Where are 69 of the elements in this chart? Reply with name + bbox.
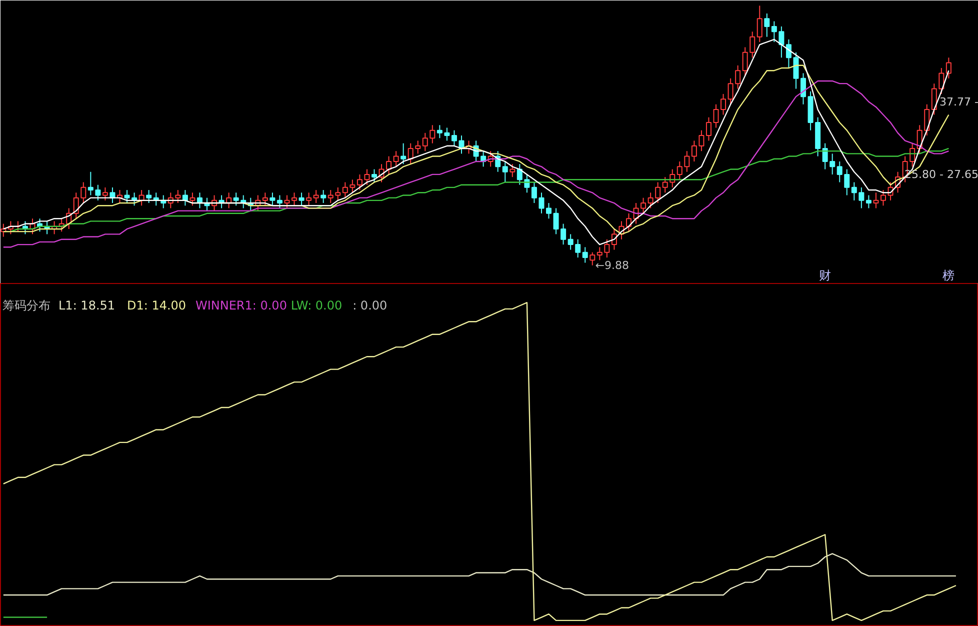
- candlestick: [284, 194, 290, 209]
- candlestick: [146, 190, 152, 204]
- candlestick: [568, 234, 574, 250]
- candlestick: [800, 72, 806, 105]
- candlestick: [356, 174, 362, 191]
- candlestick: [880, 190, 886, 206]
- candlestick: [342, 182, 348, 198]
- annotation: ←9.88: [595, 258, 630, 272]
- candlestick: [422, 132, 428, 152]
- candlestick: [626, 212, 632, 232]
- candlestick: [444, 127, 450, 142]
- annotation: : 0.00: [352, 298, 388, 312]
- candlestick: [350, 179, 356, 194]
- candlestick: [298, 192, 304, 206]
- candlestick: [320, 190, 326, 204]
- candlestick: [756, 5, 762, 43]
- candlestick: [560, 223, 566, 246]
- text: 榜: [942, 268, 955, 283]
- legend-label: WINNER1: 0.00: [195, 298, 287, 312]
- candlestick: [866, 194, 872, 209]
- candlestick: [233, 192, 239, 206]
- candlestick: [531, 182, 537, 204]
- candlestick: [538, 192, 544, 214]
- annotation: 37.77 -: [940, 95, 978, 108]
- candlestick: [95, 184, 101, 201]
- candlestick: [836, 160, 842, 183]
- candlestick: [844, 168, 850, 196]
- candlestick: [655, 182, 661, 204]
- text: LW: 0.00: [290, 298, 342, 312]
- candlestick: [648, 192, 654, 209]
- candlestick: [946, 57, 952, 79]
- candlestick: [408, 142, 414, 165]
- candlestick: [742, 46, 748, 76]
- candlestick: [415, 140, 421, 154]
- candlestick: [371, 168, 378, 183]
- candlestick: [750, 31, 756, 58]
- candlestick: [182, 190, 188, 206]
- candlestick: [582, 246, 588, 264]
- candlestick: [313, 190, 319, 204]
- candlestick: [510, 164, 516, 178]
- candlestick: [88, 171, 94, 196]
- text: D1: 14.00: [126, 298, 186, 312]
- candlestick: [292, 192, 298, 206]
- candlestick: [502, 160, 508, 183]
- candlestick: [822, 142, 828, 170]
- candlestick: [138, 190, 144, 206]
- text: L1: 18.51: [58, 298, 116, 312]
- candlestick: [364, 168, 370, 186]
- candlestick: [262, 192, 268, 206]
- candlestick: [873, 192, 879, 209]
- candlestick: [451, 130, 457, 146]
- candlestick: [590, 252, 596, 266]
- candlestick: [306, 192, 312, 206]
- candlestick: [400, 142, 406, 165]
- candlestick: [393, 150, 399, 168]
- candlestick: [102, 186, 108, 201]
- candlestick: [546, 202, 552, 220]
- candlestick: [553, 208, 559, 235]
- candlestick: [830, 153, 836, 175]
- candlestick: [706, 116, 712, 142]
- candlestick: [270, 192, 276, 206]
- candlestick: [276, 194, 282, 209]
- text: 财: [819, 268, 832, 283]
- chart-title: 筹码分布: [2, 298, 50, 312]
- candlestick: [764, 12, 770, 38]
- candlestick: [190, 192, 196, 206]
- candlestick: [436, 124, 442, 139]
- candlestick: [430, 124, 436, 144]
- candlestick: [575, 238, 581, 258]
